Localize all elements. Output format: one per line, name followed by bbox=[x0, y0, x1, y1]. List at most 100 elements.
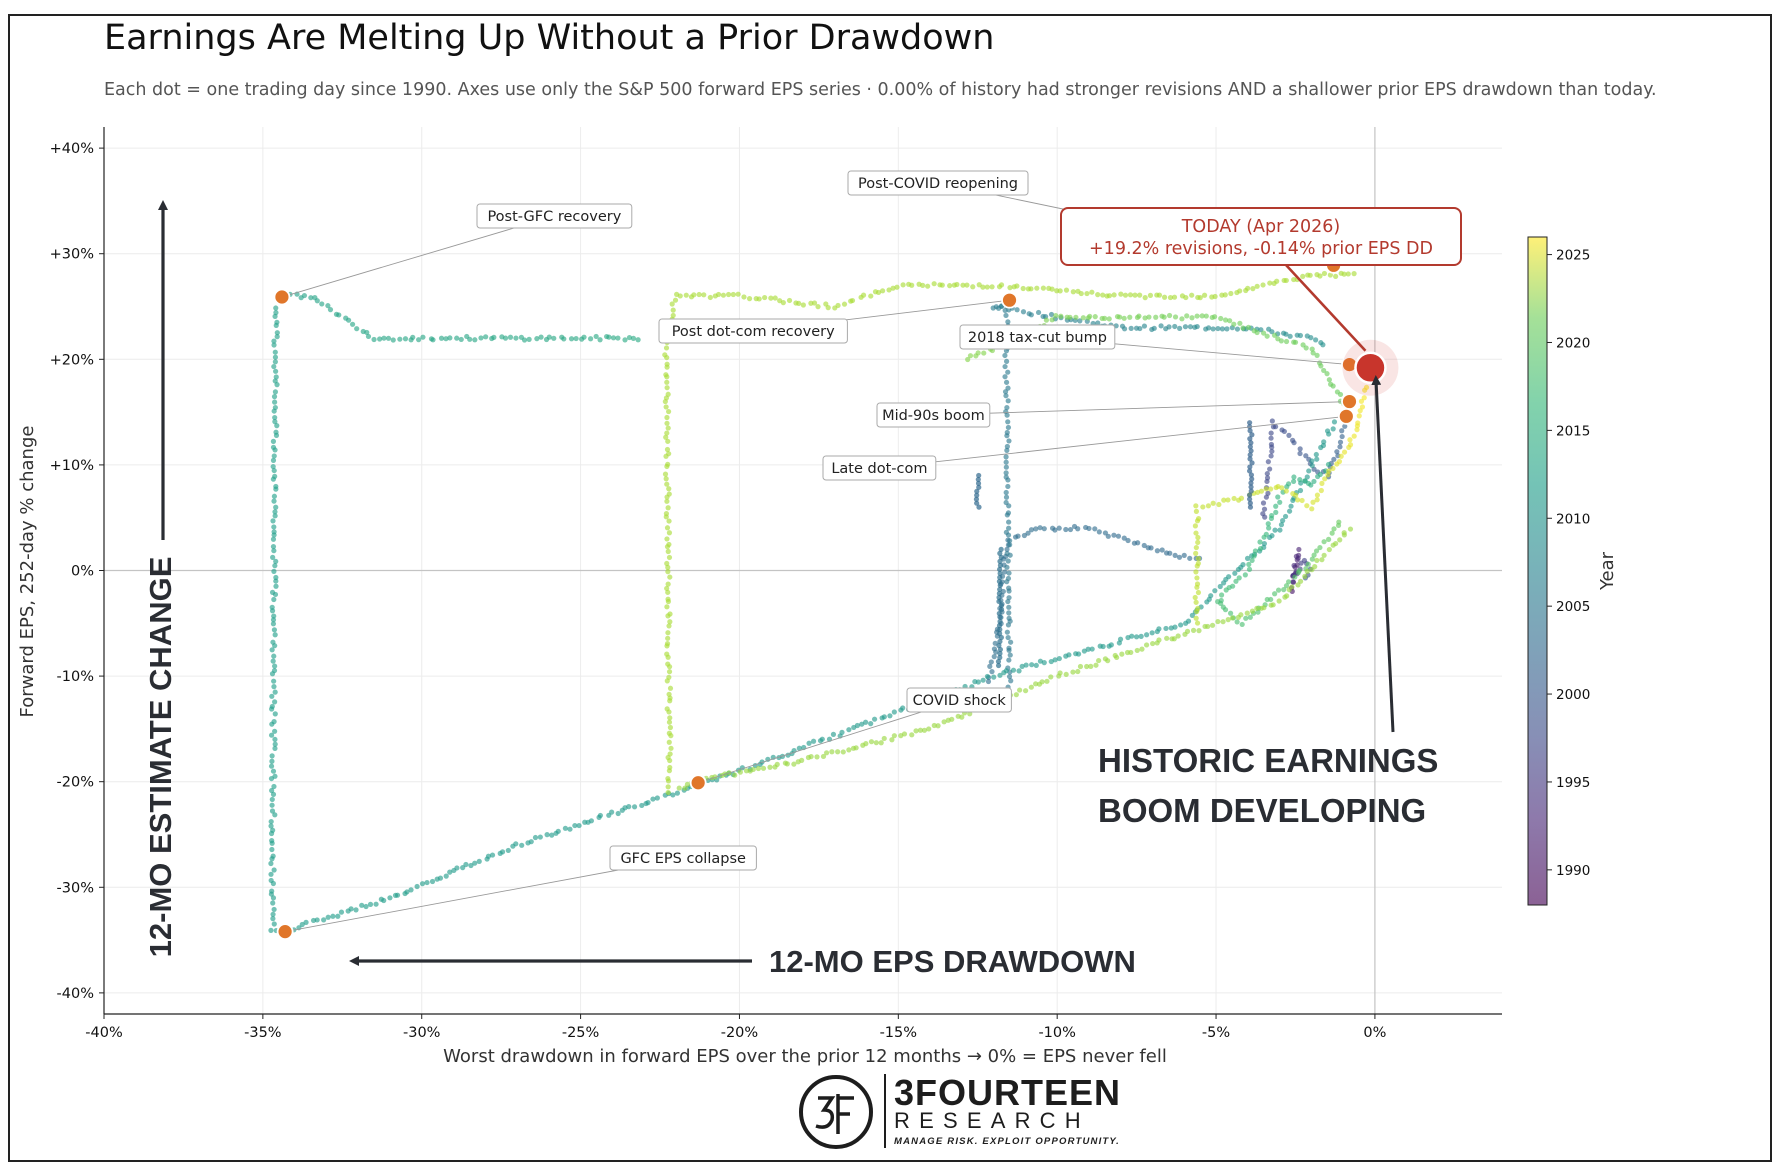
data-point bbox=[997, 550, 1003, 556]
data-point bbox=[272, 513, 278, 519]
data-point bbox=[667, 619, 673, 625]
data-point bbox=[538, 334, 544, 340]
data-point bbox=[696, 291, 702, 298]
data-point bbox=[272, 399, 278, 405]
data-point bbox=[691, 292, 697, 298]
data-point bbox=[672, 297, 679, 303]
data-point bbox=[1210, 326, 1216, 332]
data-point bbox=[1154, 548, 1160, 554]
data-point bbox=[782, 760, 788, 766]
data-point bbox=[868, 721, 874, 727]
data-point bbox=[1268, 453, 1274, 459]
data-point bbox=[274, 334, 280, 340]
data-point bbox=[1247, 436, 1253, 442]
data-point bbox=[270, 658, 276, 664]
data-point bbox=[1003, 312, 1009, 319]
data-point bbox=[921, 727, 928, 733]
data-point bbox=[1238, 495, 1245, 501]
data-point bbox=[1194, 575, 1200, 581]
data-point bbox=[1317, 544, 1323, 551]
data-point bbox=[273, 574, 279, 581]
data-point bbox=[1248, 488, 1254, 494]
data-point bbox=[271, 613, 277, 619]
data-point bbox=[1326, 377, 1332, 383]
data-point bbox=[1321, 367, 1327, 374]
data-point bbox=[1141, 323, 1148, 329]
data-point bbox=[1006, 645, 1012, 651]
data-point bbox=[941, 719, 947, 725]
data-point bbox=[1007, 538, 1013, 544]
data-point bbox=[1278, 522, 1285, 528]
data-point bbox=[973, 496, 980, 502]
data-point bbox=[667, 574, 673, 580]
data-point bbox=[805, 754, 812, 761]
data-point bbox=[1292, 574, 1298, 580]
data-point bbox=[581, 334, 587, 340]
data-point bbox=[273, 374, 279, 380]
data-point bbox=[1089, 289, 1095, 295]
data-point bbox=[976, 472, 982, 479]
data-point bbox=[497, 850, 503, 857]
data-point bbox=[1291, 339, 1297, 345]
data-point bbox=[909, 732, 915, 738]
data-point bbox=[1182, 631, 1188, 637]
data-point bbox=[806, 740, 812, 746]
data-point bbox=[1283, 338, 1290, 345]
data-point bbox=[1006, 595, 1012, 601]
data-point bbox=[513, 335, 519, 341]
data-point bbox=[468, 862, 474, 869]
data-point bbox=[1216, 501, 1222, 508]
data-point bbox=[1154, 628, 1160, 635]
data-point bbox=[615, 810, 621, 817]
data-point bbox=[1277, 527, 1283, 533]
data-point bbox=[800, 302, 806, 308]
data-point bbox=[1242, 572, 1248, 578]
data-point bbox=[666, 486, 672, 492]
data-point bbox=[1274, 278, 1280, 284]
data-point bbox=[270, 900, 276, 906]
data-point bbox=[1172, 552, 1178, 558]
data-point bbox=[273, 583, 279, 589]
data-point bbox=[271, 653, 277, 659]
data-point bbox=[935, 723, 941, 729]
data-point bbox=[1070, 289, 1076, 295]
data-point bbox=[1315, 473, 1321, 480]
data-point bbox=[1177, 325, 1183, 331]
data-point bbox=[1184, 313, 1190, 319]
data-point bbox=[270, 617, 277, 623]
data-point bbox=[271, 524, 277, 530]
data-point bbox=[521, 337, 528, 343]
data-point bbox=[269, 802, 275, 808]
data-point bbox=[920, 282, 926, 288]
data-point bbox=[664, 498, 670, 504]
data-point bbox=[1287, 333, 1293, 339]
data-point bbox=[1084, 663, 1090, 670]
data-point bbox=[392, 892, 399, 898]
data-point bbox=[1119, 651, 1125, 657]
data-point bbox=[420, 334, 426, 340]
data-point bbox=[998, 546, 1004, 552]
data-point bbox=[849, 297, 856, 304]
data-point bbox=[1264, 333, 1270, 339]
data-point bbox=[270, 536, 277, 542]
data-point bbox=[1314, 497, 1320, 503]
data-point bbox=[1058, 313, 1064, 319]
data-point bbox=[850, 745, 857, 751]
data-point bbox=[768, 295, 774, 301]
data-point bbox=[1347, 442, 1354, 448]
data-point bbox=[1268, 596, 1274, 603]
data-point bbox=[1007, 285, 1013, 291]
data-point bbox=[666, 530, 673, 536]
data-point bbox=[272, 663, 278, 669]
data-point bbox=[1282, 513, 1289, 520]
data-point bbox=[1266, 525, 1272, 531]
colorbar-label: Year bbox=[1597, 551, 1618, 591]
data-point bbox=[303, 919, 309, 925]
data-point bbox=[1234, 619, 1240, 625]
data-point bbox=[1291, 474, 1297, 480]
data-point bbox=[1194, 313, 1200, 319]
data-point bbox=[964, 282, 970, 288]
data-point bbox=[1193, 544, 1199, 551]
data-point bbox=[1282, 594, 1288, 600]
